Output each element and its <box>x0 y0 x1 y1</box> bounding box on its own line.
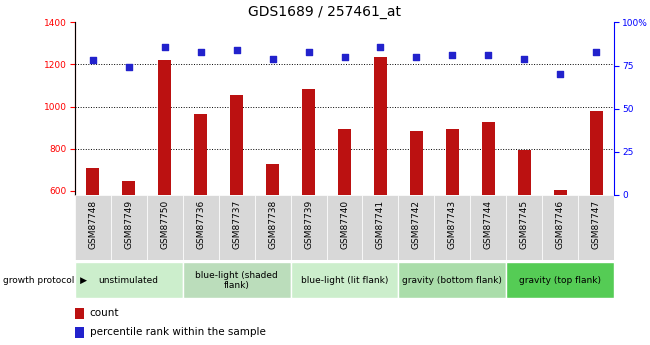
Bar <box>266 165 279 317</box>
Bar <box>86 168 99 317</box>
FancyBboxPatch shape <box>434 195 471 260</box>
Text: GSM87746: GSM87746 <box>556 200 565 249</box>
Text: GSM87743: GSM87743 <box>448 200 457 249</box>
Text: GSM87750: GSM87750 <box>160 200 169 249</box>
Point <box>196 49 206 55</box>
FancyBboxPatch shape <box>291 195 326 260</box>
Bar <box>338 129 351 317</box>
Point <box>483 52 493 58</box>
FancyBboxPatch shape <box>291 263 398 298</box>
Point <box>591 49 601 55</box>
Bar <box>75 308 84 319</box>
Point <box>519 56 530 61</box>
FancyBboxPatch shape <box>506 263 614 298</box>
Point <box>339 54 350 60</box>
Point <box>231 47 242 53</box>
Bar <box>554 190 567 317</box>
FancyBboxPatch shape <box>363 195 398 260</box>
Text: GSM87744: GSM87744 <box>484 200 493 249</box>
Text: gravity (bottom flank): gravity (bottom flank) <box>402 276 502 285</box>
Text: percentile rank within the sample: percentile rank within the sample <box>90 327 265 337</box>
Bar <box>230 95 243 317</box>
Text: blue-light (lit flank): blue-light (lit flank) <box>301 276 388 285</box>
Text: GSM87737: GSM87737 <box>232 200 241 249</box>
Bar <box>590 111 603 317</box>
Point <box>304 49 314 55</box>
FancyBboxPatch shape <box>183 263 291 298</box>
FancyBboxPatch shape <box>183 195 218 260</box>
FancyBboxPatch shape <box>578 195 614 260</box>
Bar <box>159 60 171 317</box>
Text: count: count <box>90 308 119 318</box>
Bar <box>482 122 495 317</box>
Bar <box>518 150 530 317</box>
Text: GSM87739: GSM87739 <box>304 200 313 249</box>
FancyBboxPatch shape <box>398 195 434 260</box>
Bar <box>194 114 207 317</box>
Point <box>88 58 98 63</box>
Text: unstimulated: unstimulated <box>99 276 159 285</box>
Text: GSM87747: GSM87747 <box>592 200 601 249</box>
Text: GSM87741: GSM87741 <box>376 200 385 249</box>
Point <box>555 71 566 77</box>
Point <box>411 54 422 60</box>
Point <box>447 52 458 58</box>
Text: blue-light (shaded
flank): blue-light (shaded flank) <box>195 270 278 290</box>
Bar <box>122 181 135 317</box>
Point <box>124 65 134 70</box>
Point <box>267 56 278 61</box>
Text: GSM87748: GSM87748 <box>88 200 98 249</box>
Text: GDS1689 / 257461_at: GDS1689 / 257461_at <box>248 5 402 19</box>
FancyBboxPatch shape <box>75 195 110 260</box>
FancyBboxPatch shape <box>506 195 542 260</box>
Bar <box>410 131 422 317</box>
Point <box>375 44 385 49</box>
Text: GSM87742: GSM87742 <box>412 200 421 249</box>
Bar <box>302 89 315 317</box>
Point <box>159 44 170 49</box>
FancyBboxPatch shape <box>218 195 255 260</box>
FancyBboxPatch shape <box>255 195 291 260</box>
Bar <box>374 57 387 317</box>
Text: growth protocol  ▶: growth protocol ▶ <box>3 276 87 285</box>
Text: GSM87736: GSM87736 <box>196 200 205 249</box>
FancyBboxPatch shape <box>75 263 183 298</box>
Text: GSM87749: GSM87749 <box>124 200 133 249</box>
FancyBboxPatch shape <box>147 195 183 260</box>
FancyBboxPatch shape <box>542 195 578 260</box>
Text: gravity (top flank): gravity (top flank) <box>519 276 601 285</box>
FancyBboxPatch shape <box>326 195 363 260</box>
Text: GSM87738: GSM87738 <box>268 200 277 249</box>
Bar <box>446 129 459 317</box>
FancyBboxPatch shape <box>471 195 506 260</box>
FancyBboxPatch shape <box>111 195 147 260</box>
Text: GSM87740: GSM87740 <box>340 200 349 249</box>
FancyBboxPatch shape <box>398 263 506 298</box>
Bar <box>75 327 84 338</box>
Text: GSM87745: GSM87745 <box>520 200 529 249</box>
